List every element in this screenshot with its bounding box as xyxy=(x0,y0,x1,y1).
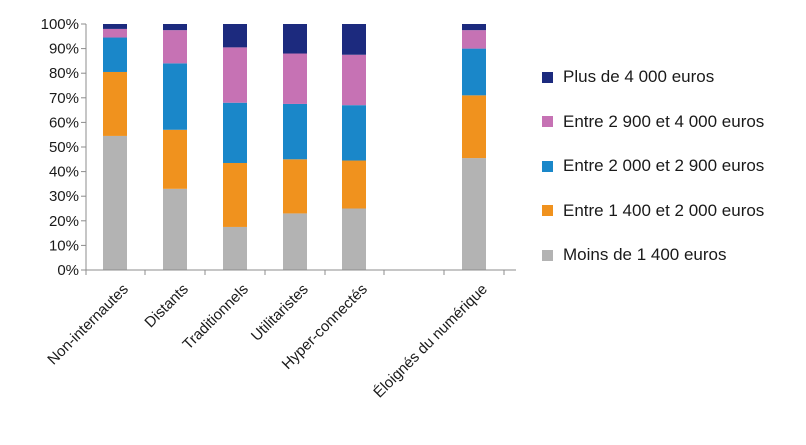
x-category-label: Éloignés du numérique xyxy=(370,281,491,402)
bar-segment xyxy=(163,30,187,64)
bar-segment xyxy=(163,24,187,31)
bar-segment xyxy=(283,24,307,54)
legend-swatch xyxy=(542,205,553,216)
y-tick-label: 30% xyxy=(49,188,79,205)
y-tick-label: 0% xyxy=(57,262,79,279)
bar-segment xyxy=(103,37,127,72)
bar-segment xyxy=(462,95,486,159)
legend-label: Entre 2 000 et 2 900 euros xyxy=(563,156,765,175)
legend: Plus de 4 000 euros Entre 2 900 et 4 000 … xyxy=(542,62,764,285)
stacked-bar-chart: 0% 10% 20% 30% 40% 50% 60% 70% 80% 90% 100% Non-in… xyxy=(41,16,516,402)
bar-segment xyxy=(103,28,127,38)
legend-swatch xyxy=(542,160,553,172)
bars xyxy=(103,24,486,270)
y-tick-label: 100% xyxy=(41,16,79,33)
legend-swatch xyxy=(542,116,553,127)
bar-segment xyxy=(223,226,247,270)
legend-item: Moins de 1 400 euros xyxy=(542,240,764,270)
bar-segment xyxy=(103,135,127,270)
legend-item: Plus de 4 000 euros xyxy=(542,62,764,92)
legend-swatch xyxy=(542,71,553,83)
legend-label: Moins de 1 400 euros xyxy=(563,245,727,264)
y-tick-label: 70% xyxy=(49,90,79,107)
y-tick-label: 60% xyxy=(49,114,79,131)
bar-segment xyxy=(462,24,486,31)
bar-segment xyxy=(283,213,307,270)
y-axis: 0% 10% 20% 30% 40% 50% 60% 70% 80% 90% 100% xyxy=(41,16,87,279)
legend-item: Entre 2 000 et 2 900 euros xyxy=(542,151,764,181)
legend-label: Entre 1 400 et 2 000 euros xyxy=(563,200,765,220)
bar-segment xyxy=(283,159,307,214)
y-tick-label: 40% xyxy=(49,164,79,181)
x-category-label: Utilitaristes xyxy=(248,281,312,345)
bar-segment xyxy=(223,162,247,227)
bar-segment xyxy=(283,53,307,104)
bar-segment xyxy=(103,71,127,136)
bar-segment xyxy=(462,30,486,49)
bar-segment xyxy=(342,54,366,106)
legend-label: Plus de 4 000 euros xyxy=(563,67,715,86)
bar-segment xyxy=(223,47,247,103)
legend-item: Entre 1 400 et 2 000 euros xyxy=(542,196,764,226)
y-tick-label: 10% xyxy=(49,237,79,254)
bar-segment xyxy=(342,24,366,55)
legend-item: Entre 2 900 et 4 000 euros xyxy=(542,107,764,137)
bar-segment xyxy=(163,188,187,270)
y-tick-label: 90% xyxy=(49,41,79,58)
bar-segment xyxy=(342,105,366,161)
legend-label: Entre 2 900 et 4 000 euros xyxy=(563,111,765,131)
y-tick-label: 80% xyxy=(49,65,79,82)
bar-segment xyxy=(342,160,366,209)
bar-segment xyxy=(342,208,366,270)
bar-segment xyxy=(223,24,247,48)
bar-segment xyxy=(462,48,486,96)
bar-segment xyxy=(103,24,127,29)
x-axis: Non-internautes DistantsTraditionnelsUtil… xyxy=(44,269,516,402)
x-category-label: Non-internautes xyxy=(44,281,131,368)
bar-segment xyxy=(283,103,307,160)
bar-segment xyxy=(462,158,486,270)
legend-swatch xyxy=(542,249,553,261)
bar-segment xyxy=(223,102,247,163)
y-tick-label: 50% xyxy=(49,139,79,156)
bar-segment xyxy=(163,129,187,189)
x-category-label: Distants xyxy=(141,281,191,331)
y-tick-label: 20% xyxy=(49,213,79,230)
bar-segment xyxy=(163,63,187,130)
